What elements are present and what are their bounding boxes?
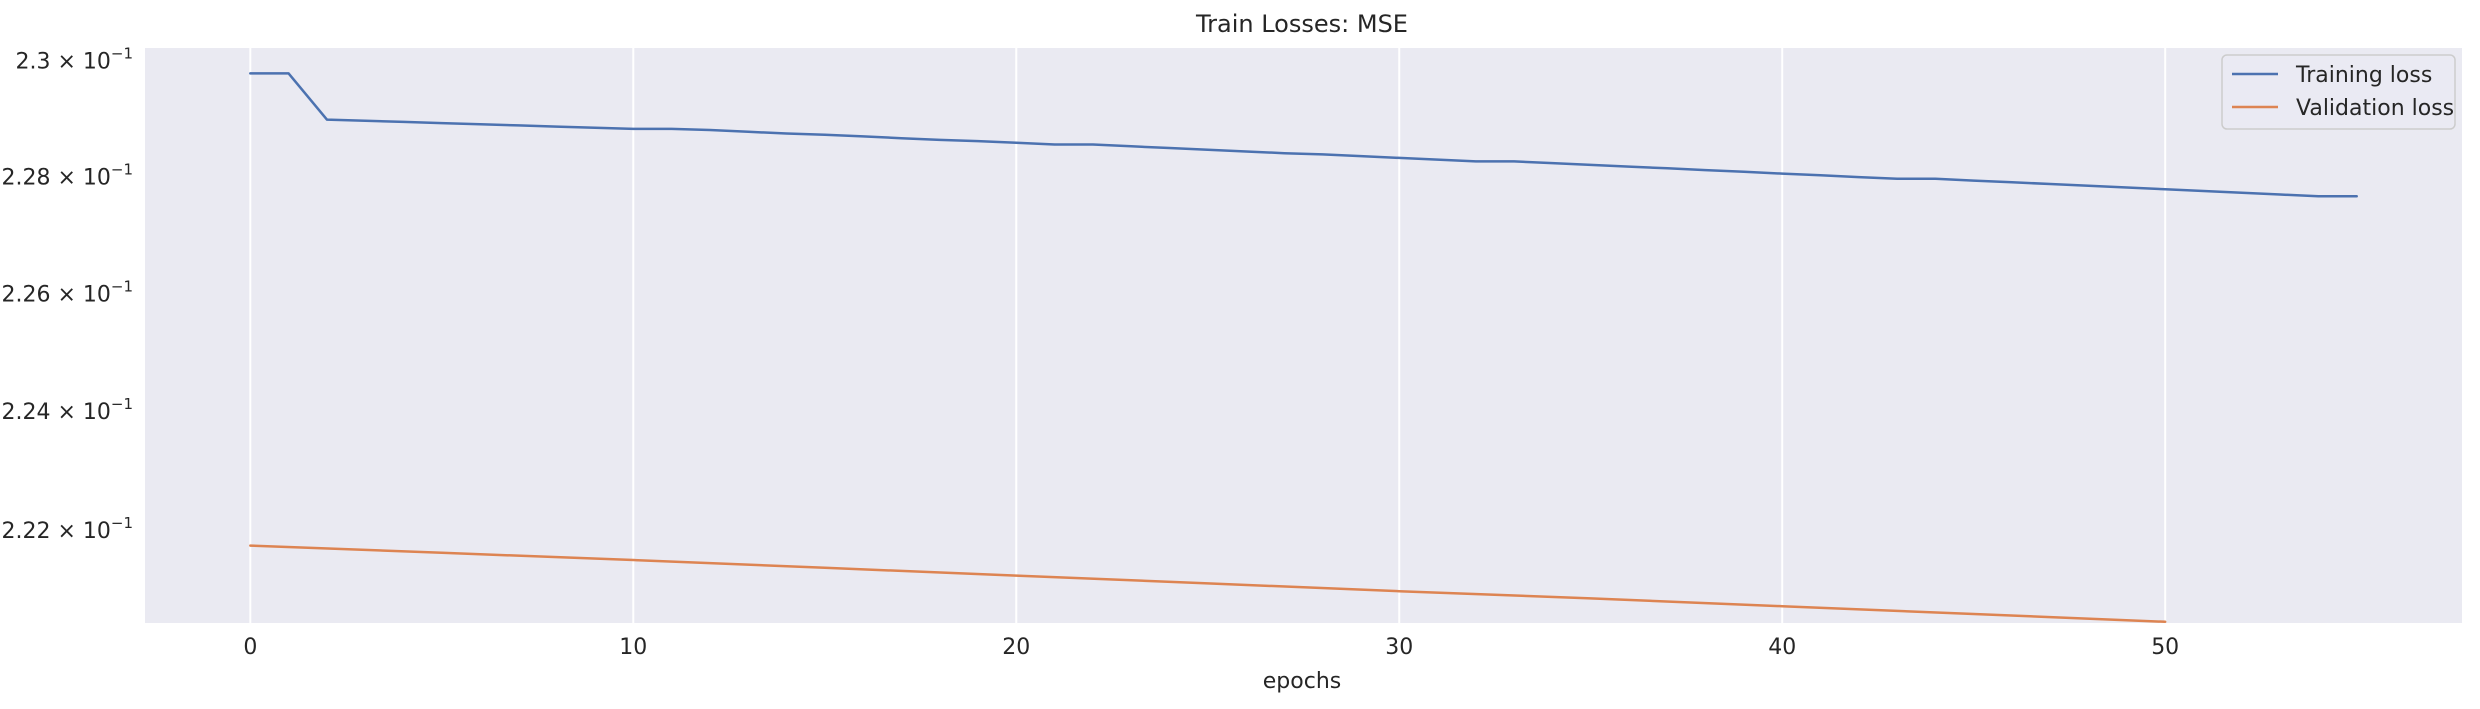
x-tick-label-50: 50 bbox=[2151, 635, 2179, 660]
series-line-1 bbox=[249, 544, 2167, 624]
y-axis-ticks: 2.22 × 10−1 2.24 × 10−1 2.26 × 10−1 2.28 × … bbox=[1, 45, 133, 544]
legend-frame bbox=[2221, 54, 2456, 130]
legend-label-training-loss: Training loss bbox=[2295, 63, 2432, 88]
y-tick-label-4: 2.3 × 10−1 bbox=[15, 45, 133, 75]
legend: Training loss Validation loss bbox=[2221, 54, 2456, 130]
x-tick-label-20: 20 bbox=[1002, 635, 1030, 660]
x-tick-label-30: 30 bbox=[1385, 635, 1413, 660]
chart-title: Train Losses: MSE bbox=[1195, 10, 1408, 38]
x-axis-ticks: 0 10 20 30 40 50 bbox=[243, 635, 2179, 660]
x-axis-label: epochs bbox=[1263, 669, 1341, 694]
y-tick-label-2: 2.26 × 10−1 bbox=[1, 277, 133, 307]
x-tick-label-0: 0 bbox=[243, 635, 257, 660]
x-tick-label-40: 40 bbox=[1768, 635, 1796, 660]
y-tick-label-0: 2.22 × 10−1 bbox=[1, 514, 133, 544]
x-tick-label-10: 10 bbox=[619, 635, 647, 660]
y-tick-label-1: 2.24 × 10−1 bbox=[1, 395, 133, 425]
y-tick-label-3: 2.28 × 10−1 bbox=[1, 160, 133, 190]
plot-area bbox=[145, 48, 2462, 623]
legend-label-validation-loss: Validation loss bbox=[2296, 96, 2454, 121]
series-line-0 bbox=[249, 72, 2358, 198]
series-lines bbox=[249, 72, 2358, 624]
